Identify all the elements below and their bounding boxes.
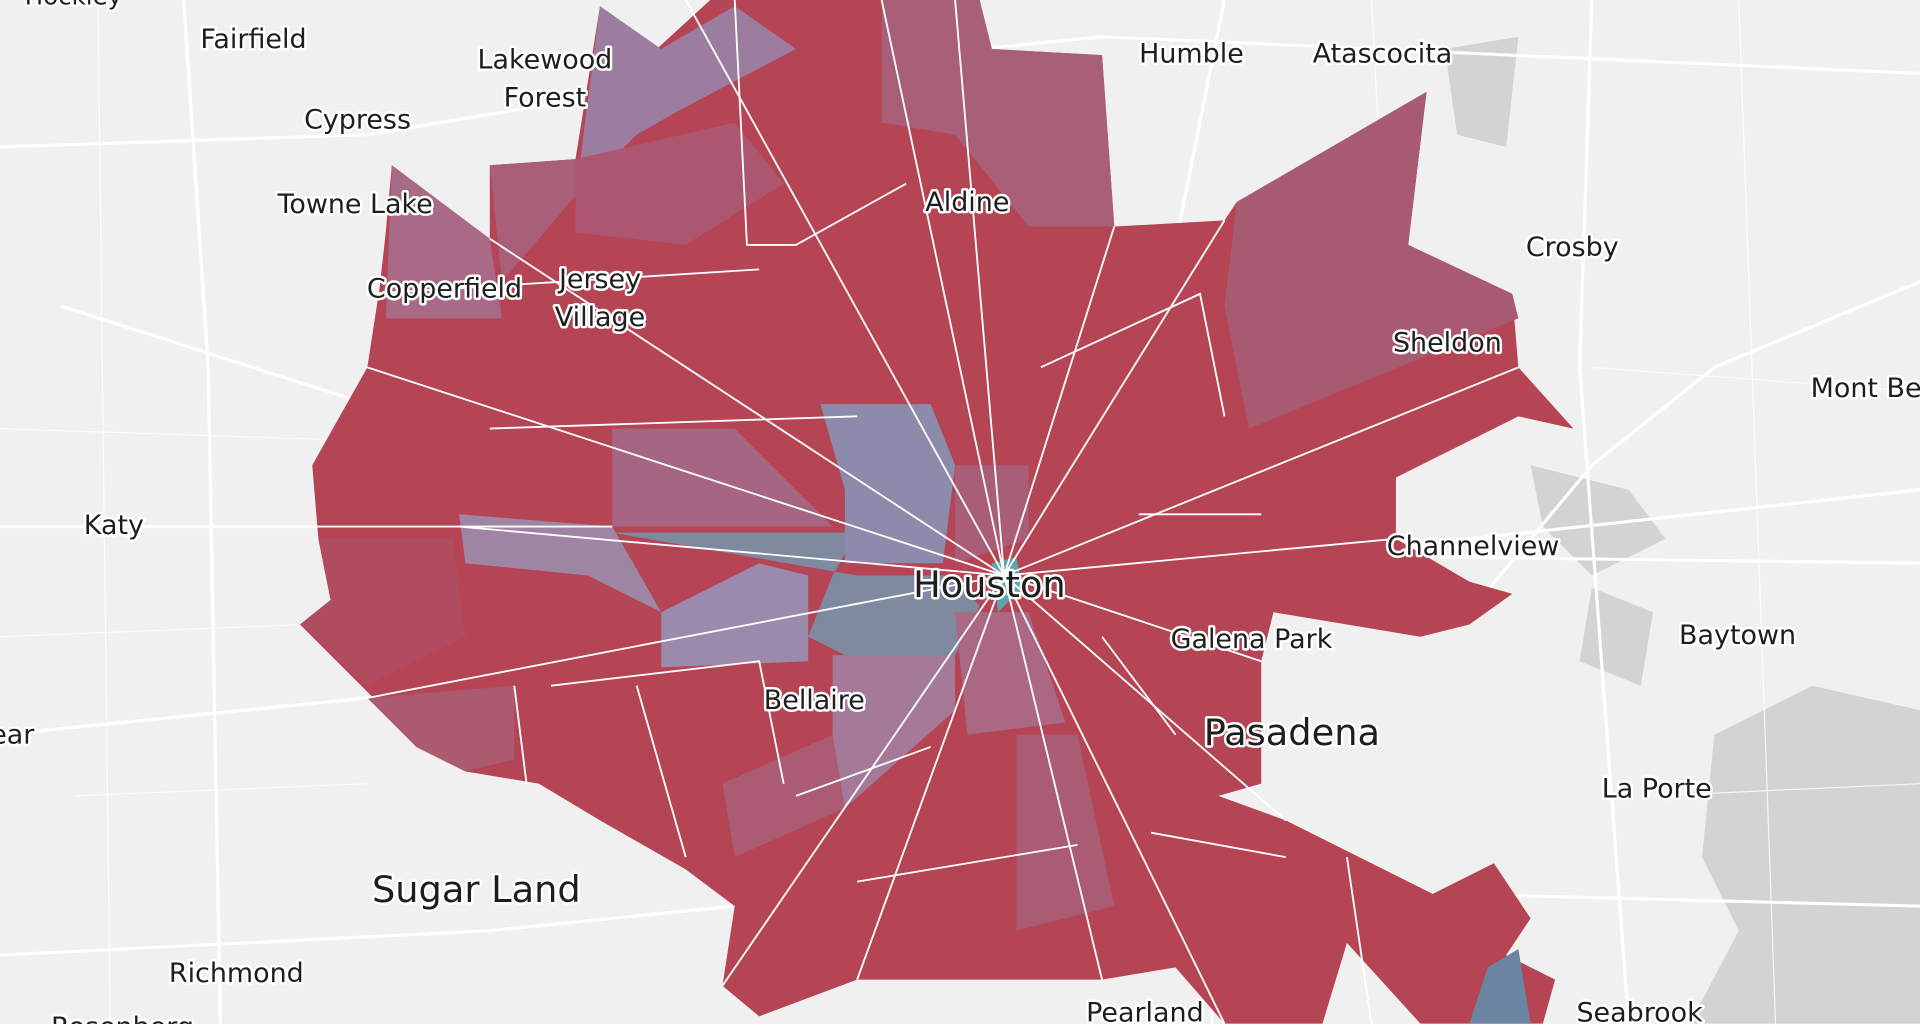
place-label: Lakewood xyxy=(478,45,613,76)
place-label: Crosby xyxy=(1526,232,1619,263)
place-label: Village xyxy=(555,302,645,333)
place-label: ear xyxy=(0,719,35,750)
place-label: Sheldon xyxy=(1393,328,1502,359)
place-label: Cypress xyxy=(304,105,411,136)
place-label: Pearland xyxy=(1086,997,1204,1024)
place-label: Towne Lake xyxy=(276,189,432,220)
district-boundaries xyxy=(312,0,1519,1024)
place-label: Aldine xyxy=(925,187,1009,218)
place-label: Pasadena xyxy=(1204,711,1380,754)
place-label: Richmond xyxy=(169,958,304,989)
place-label: Seabrook xyxy=(1576,997,1703,1024)
place-label: Baytown xyxy=(1679,620,1796,651)
place-label: Forest xyxy=(504,83,587,114)
place-label: Katy xyxy=(84,510,144,541)
place-label: Humble xyxy=(1139,39,1244,70)
place-label: Copperfield xyxy=(367,274,522,305)
place-label: Hockley xyxy=(25,0,122,11)
place-label: Houston xyxy=(913,563,1066,606)
place-label: Galena Park xyxy=(1171,624,1333,655)
place-label: Sugar Land xyxy=(372,868,581,911)
place-label: La Porte xyxy=(1602,773,1712,804)
place-label: Rosenberg xyxy=(51,1012,194,1024)
place-label: Jersey xyxy=(557,264,641,295)
place-label: Channelview xyxy=(1387,531,1560,562)
place-label: Atascocita xyxy=(1313,39,1453,70)
place-label: Bellaire xyxy=(764,685,865,716)
place-label: Mont Be xyxy=(1811,373,1920,404)
water xyxy=(1444,36,1920,1024)
place-label: Fairfield xyxy=(200,24,306,55)
